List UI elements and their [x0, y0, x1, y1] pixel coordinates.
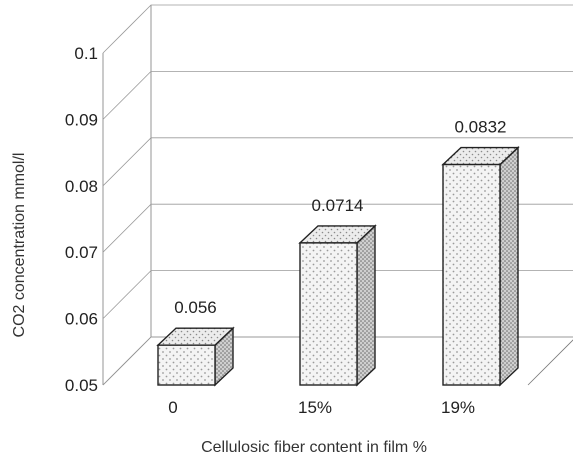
bar [156, 326, 235, 387]
gridline [102, 203, 573, 253]
gridline [102, 137, 573, 187]
bar-front-face [442, 163, 501, 386]
bar-front-face [157, 344, 216, 386]
y-tick-label: 0.05 [65, 376, 98, 395]
bar-side-face [356, 224, 376, 387]
x-axis-label: Cellulosic fiber content in film % [201, 439, 427, 456]
y-axis-label: CO2 concentration mmol/l [11, 153, 28, 338]
y-tick-label: 0.07 [65, 243, 98, 262]
data-label: 0.0832 [455, 118, 507, 137]
bar [298, 224, 377, 387]
gridline [102, 336, 573, 386]
y-tick-label: 0.09 [65, 110, 98, 129]
x-tick-label: 15% [298, 398, 332, 417]
bar-front-face [299, 242, 358, 386]
x-axis-ticks: 0 15% 19% [168, 398, 475, 417]
y-axis-ticks: 0.05 0.06 0.07 0.08 0.09 0.1 [65, 44, 98, 395]
y-tick-label: 0.06 [65, 310, 98, 329]
y-tick-label: 0.1 [74, 44, 98, 63]
gridlines [102, 4, 573, 386]
x-tick-label: 0 [168, 398, 177, 417]
data-label: 0.056 [174, 298, 217, 317]
data-label: 0.0714 [312, 196, 364, 215]
x-tick-label: 19% [441, 398, 475, 417]
gridline [102, 270, 573, 319]
bar-side-face [499, 145, 519, 387]
gridline [102, 71, 573, 120]
y-tick-label: 0.08 [65, 177, 98, 196]
bars: 0.056 0.0714 0.0832 [156, 118, 520, 387]
gridline [102, 4, 573, 54]
bar [441, 145, 520, 387]
